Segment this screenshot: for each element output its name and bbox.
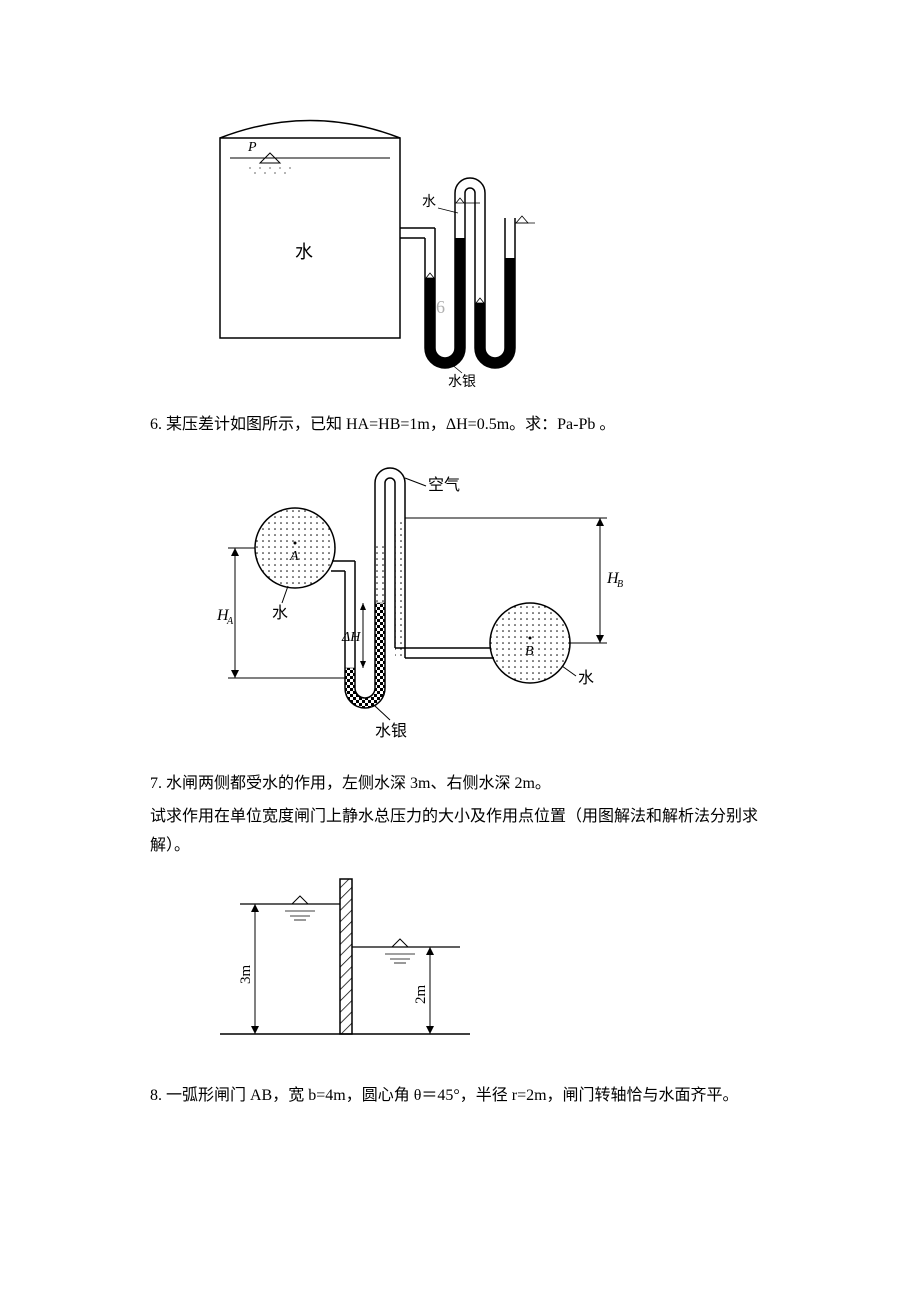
label-mercury-6: 水银 xyxy=(375,722,407,740)
problem-7: 7. 水闸两侧都受水的作用，左侧水深 3m、右侧水深 2m。 试求作用在单位宽度… xyxy=(150,770,790,860)
problem-7-line2: 试求作用在单位宽度闸门上静水总压力的大小及作用点位置（用图解法和解析法分别求解）… xyxy=(150,803,790,861)
label-A: A xyxy=(289,549,299,564)
label-air: 空气 xyxy=(428,476,460,494)
problem-7-line1: 7. 水闸两侧都受水的作用，左侧水深 3m、右侧水深 2m。 xyxy=(150,770,790,799)
figure-7: 3m 2m xyxy=(200,869,790,1070)
label-water-right: 水 xyxy=(578,669,594,687)
label-water-tank: 水 xyxy=(295,242,313,262)
label-3m: 3m xyxy=(238,964,254,984)
problem-6: 6. 某压差计如图所示，已知 HA=HB=1m，ΔH=0.5m。求：Pa-Pb … xyxy=(150,411,790,440)
label-water-left: 水 xyxy=(272,604,288,622)
figure-6: A B 空气 水 水 水银 H A H B xyxy=(200,448,790,759)
label-mercury: 水银 xyxy=(448,374,476,388)
label-water-tube: 水 xyxy=(422,194,436,210)
label-HA-sub: A xyxy=(226,616,234,627)
label-2m: 2m xyxy=(413,984,429,1004)
page-number: 6 xyxy=(436,297,445,317)
label-p: P xyxy=(247,140,257,155)
label-B: B xyxy=(525,644,534,659)
label-HB-sub: B xyxy=(617,579,623,590)
problem-8: 8. 一弧形闸门 AB，宽 b=4m，圆心角 θ＝45°，半径 r=2m，闸门转… xyxy=(150,1082,790,1111)
problem-6-text: 6. 某压差计如图所示，已知 HA=HB=1m，ΔH=0.5m。求：Pa-Pb … xyxy=(150,411,790,440)
problem-8-text: 8. 一弧形闸门 AB，宽 b=4m，圆心角 θ＝45°，半径 r=2m，闸门转… xyxy=(150,1082,790,1111)
figure-5: P 水 水 水银 6 xyxy=(200,98,790,399)
label-dH: ΔH xyxy=(341,630,361,645)
